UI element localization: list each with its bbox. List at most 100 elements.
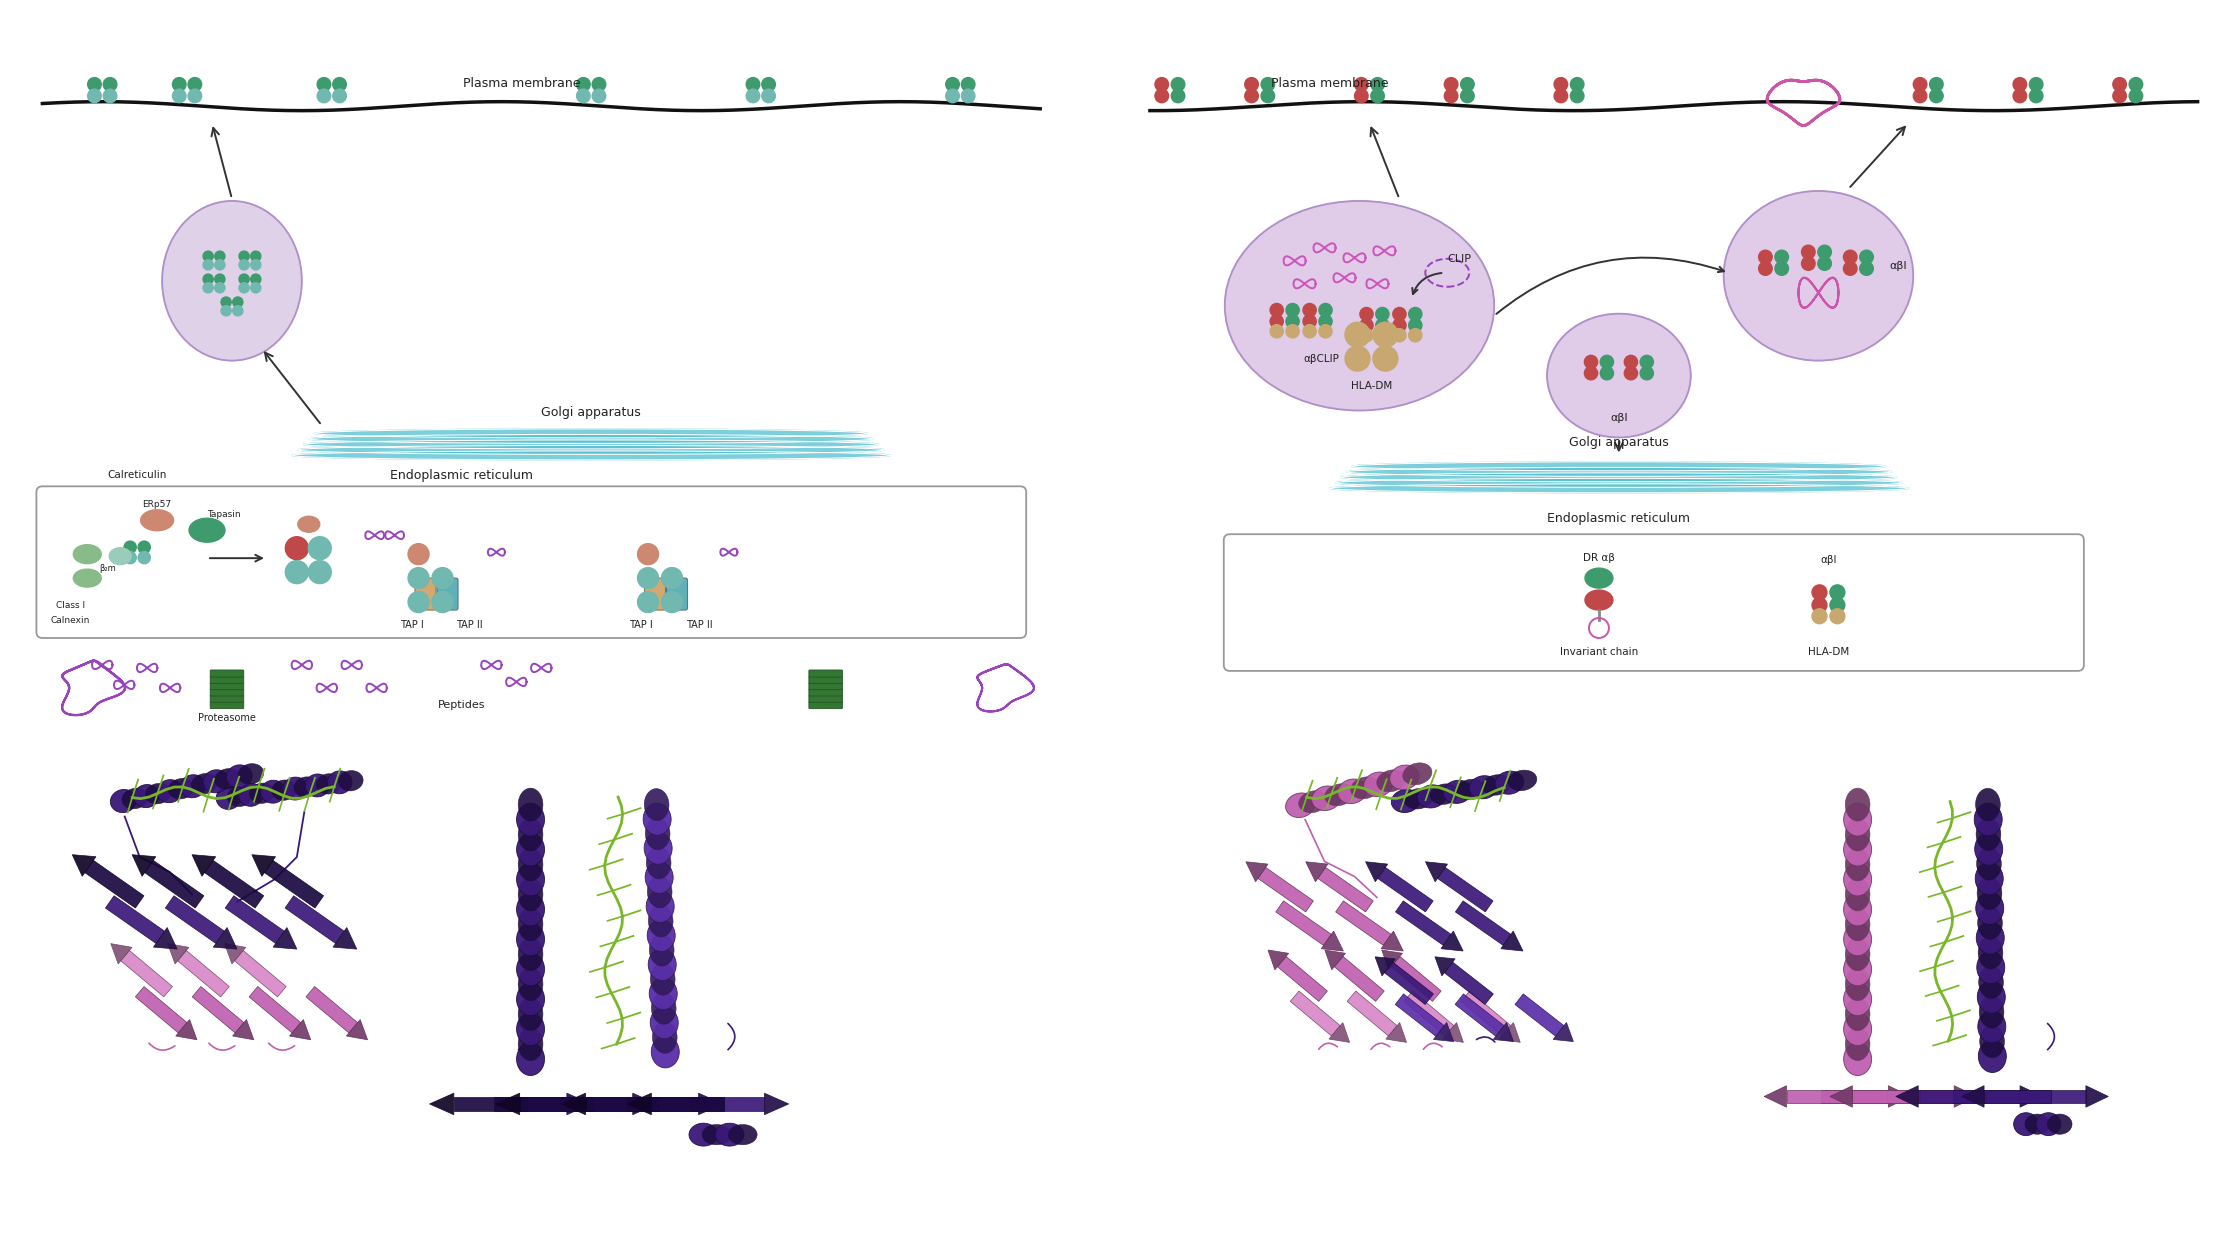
Circle shape xyxy=(233,306,242,316)
Ellipse shape xyxy=(1364,772,1393,796)
FancyBboxPatch shape xyxy=(809,696,842,702)
Ellipse shape xyxy=(645,891,674,922)
Ellipse shape xyxy=(1508,770,1537,791)
FancyBboxPatch shape xyxy=(211,696,244,702)
Circle shape xyxy=(1830,609,1846,624)
Ellipse shape xyxy=(1976,789,2000,822)
Polygon shape xyxy=(1765,1086,1788,1108)
Polygon shape xyxy=(132,854,157,876)
Polygon shape xyxy=(1821,1090,1888,1104)
Polygon shape xyxy=(1499,1023,1521,1042)
Ellipse shape xyxy=(1346,467,1891,476)
Polygon shape xyxy=(1434,1022,1454,1042)
Polygon shape xyxy=(1552,1022,1572,1042)
Ellipse shape xyxy=(517,833,544,866)
Circle shape xyxy=(1409,319,1422,331)
Polygon shape xyxy=(177,950,228,997)
Circle shape xyxy=(188,78,202,91)
Ellipse shape xyxy=(690,1123,717,1147)
Polygon shape xyxy=(1888,1086,1911,1108)
Circle shape xyxy=(1774,251,1788,263)
Ellipse shape xyxy=(271,780,296,800)
FancyBboxPatch shape xyxy=(809,689,842,696)
Circle shape xyxy=(1801,246,1814,258)
Ellipse shape xyxy=(517,878,542,911)
Ellipse shape xyxy=(650,934,674,966)
Ellipse shape xyxy=(652,1022,676,1053)
Polygon shape xyxy=(146,861,204,908)
Ellipse shape xyxy=(1844,1042,1873,1076)
Ellipse shape xyxy=(190,774,217,794)
Text: TAP I: TAP I xyxy=(399,620,423,630)
Ellipse shape xyxy=(1978,1011,2005,1043)
Text: Invariant chain: Invariant chain xyxy=(1559,646,1637,656)
Polygon shape xyxy=(1501,931,1523,951)
Polygon shape xyxy=(1953,1086,1976,1108)
Circle shape xyxy=(334,89,347,102)
Ellipse shape xyxy=(1331,484,1908,493)
Ellipse shape xyxy=(298,517,320,532)
Circle shape xyxy=(1172,78,1185,91)
Polygon shape xyxy=(168,944,188,964)
Ellipse shape xyxy=(650,963,674,995)
Ellipse shape xyxy=(517,953,544,985)
Polygon shape xyxy=(1494,1022,1514,1042)
Circle shape xyxy=(1758,262,1772,275)
Circle shape xyxy=(1270,315,1284,328)
Ellipse shape xyxy=(1978,907,2003,939)
Ellipse shape xyxy=(1976,833,2003,866)
Circle shape xyxy=(1584,355,1597,369)
Circle shape xyxy=(1304,304,1317,316)
Polygon shape xyxy=(1259,867,1313,912)
FancyBboxPatch shape xyxy=(809,677,842,683)
Circle shape xyxy=(1599,367,1613,379)
FancyBboxPatch shape xyxy=(414,578,437,610)
Text: TAP II: TAP II xyxy=(685,620,712,630)
Circle shape xyxy=(123,552,137,563)
Ellipse shape xyxy=(1324,784,1353,805)
Ellipse shape xyxy=(1418,785,1447,808)
Ellipse shape xyxy=(1483,775,1510,795)
Ellipse shape xyxy=(1299,791,1328,813)
Ellipse shape xyxy=(1404,789,1434,809)
Ellipse shape xyxy=(1978,1040,2007,1072)
Ellipse shape xyxy=(188,518,224,542)
Ellipse shape xyxy=(305,440,878,449)
Circle shape xyxy=(961,78,974,91)
Circle shape xyxy=(1758,251,1772,263)
Circle shape xyxy=(123,541,137,553)
Polygon shape xyxy=(1425,862,1447,882)
Text: CLIP: CLIP xyxy=(1447,253,1472,263)
Ellipse shape xyxy=(701,1124,730,1145)
Circle shape xyxy=(1371,78,1384,91)
Ellipse shape xyxy=(1391,790,1420,813)
Ellipse shape xyxy=(517,893,544,926)
Circle shape xyxy=(762,89,775,102)
Circle shape xyxy=(284,561,309,583)
Circle shape xyxy=(1819,257,1832,271)
Ellipse shape xyxy=(168,779,195,799)
Polygon shape xyxy=(1378,867,1434,912)
Ellipse shape xyxy=(1586,590,1613,610)
Polygon shape xyxy=(1324,950,1346,970)
Ellipse shape xyxy=(517,1028,542,1061)
Text: Endoplasmic reticulum: Endoplasmic reticulum xyxy=(1548,512,1691,524)
Polygon shape xyxy=(1953,1090,2020,1104)
Ellipse shape xyxy=(1456,779,1485,800)
Ellipse shape xyxy=(260,780,284,803)
Polygon shape xyxy=(1306,862,1328,882)
Circle shape xyxy=(1859,251,1873,263)
Ellipse shape xyxy=(1976,951,2005,984)
Circle shape xyxy=(204,282,213,292)
Polygon shape xyxy=(692,1097,764,1110)
Circle shape xyxy=(139,541,150,553)
Ellipse shape xyxy=(1976,921,2005,954)
Circle shape xyxy=(1304,325,1317,338)
Circle shape xyxy=(1409,329,1422,341)
Circle shape xyxy=(576,78,589,91)
Circle shape xyxy=(1929,89,1942,102)
Ellipse shape xyxy=(1976,848,2000,879)
Ellipse shape xyxy=(121,789,148,809)
Ellipse shape xyxy=(647,847,672,878)
Circle shape xyxy=(1373,346,1398,372)
